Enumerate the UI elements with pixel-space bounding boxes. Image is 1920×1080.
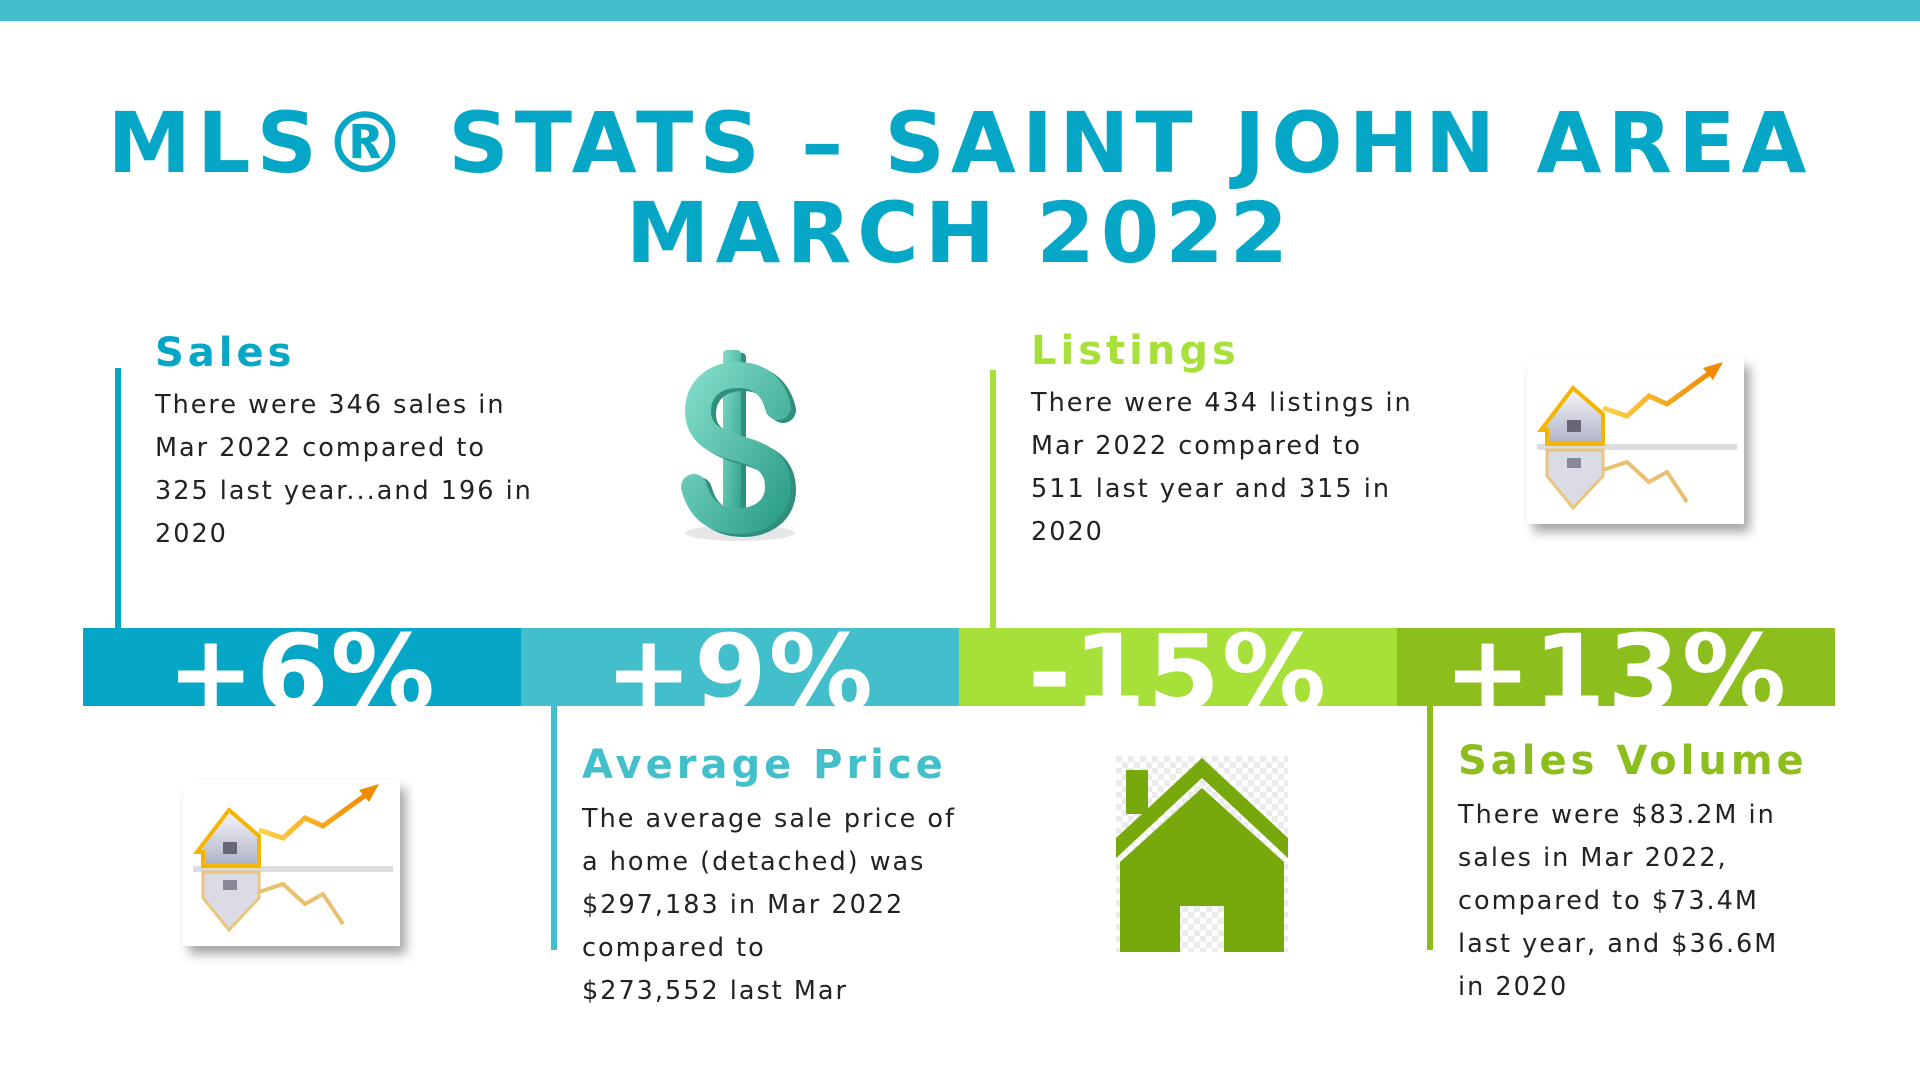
sales-line: 2020: [155, 519, 228, 549]
listings-line: 2020: [1031, 517, 1104, 547]
sales-heading: Sales: [155, 330, 296, 376]
listings-line: Mar 2022 compared to: [1031, 431, 1362, 461]
listings-line: 511 last year and 315 in: [1031, 474, 1391, 504]
sales-volume-change-value: +13%: [1443, 628, 1789, 706]
dollar-icon: [681, 350, 797, 541]
sales-line: 325 last year...and 196 in: [155, 476, 533, 506]
sales-volume-line: last year, and $36.6M: [1458, 929, 1779, 959]
listings-divider: [990, 370, 996, 628]
page-title: MLS® STATS – SAINT JOHN AREA MARCH 2022: [0, 98, 1920, 278]
average-price-line: compared to: [582, 933, 766, 963]
average-price-line: The average sale price of: [582, 804, 956, 834]
average-price-heading: Average Price: [582, 742, 947, 788]
listings-change-banner: -15%: [959, 628, 1397, 706]
average-price-divider: [551, 706, 557, 950]
sales-volume-description: There were $83.2M in sales in Mar 2022, …: [1458, 794, 1778, 1009]
sales-line: Mar 2022 compared to: [155, 433, 486, 463]
listings-change-value: -15%: [1027, 628, 1329, 706]
average-price-change-value: +9%: [605, 628, 875, 706]
sales-line: There were 346 sales in: [155, 390, 506, 420]
sales-volume-line: in 2020: [1458, 972, 1569, 1002]
average-price-change-banner: +9%: [521, 628, 959, 706]
listings-description: There were 434 listings in Mar 2022 comp…: [1031, 382, 1413, 554]
average-price-line: $273,552 last Mar: [582, 976, 848, 1006]
sales-volume-heading: Sales Volume: [1458, 738, 1808, 784]
average-price-line: $297,183 in Mar 2022: [582, 890, 905, 920]
sales-description: There were 346 sales in Mar 2022 compare…: [155, 384, 533, 556]
sales-change-value: +6%: [167, 628, 437, 706]
average-price-line: a home (detached) was: [582, 847, 926, 877]
average-price-description: The average sale price of a home (detach…: [582, 798, 956, 1013]
house-icon: [1116, 756, 1288, 952]
sales-volume-line: There were $83.2M in: [1458, 800, 1776, 830]
house-market-chart-card: [183, 780, 400, 946]
top-accent-bar: [0, 0, 1920, 21]
sales-divider: [115, 368, 121, 630]
sales-change-banner: +6%: [83, 628, 521, 706]
listings-heading: Listings: [1031, 328, 1240, 374]
listings-line: There were 434 listings in: [1031, 388, 1413, 418]
house-market-chart-icon: [192, 784, 393, 933]
sales-volume-divider: [1427, 706, 1433, 950]
title-line-1: MLS® STATS – SAINT JOHN AREA: [107, 94, 1813, 192]
sales-volume-change-banner: +13%: [1397, 628, 1835, 706]
sales-volume-line: sales in Mar 2022,: [1458, 843, 1728, 873]
house-market-chart-icon: [1536, 362, 1737, 511]
title-line-2: MARCH 2022: [625, 184, 1295, 282]
house-market-chart-card: [1527, 358, 1744, 524]
sales-volume-line: compared to $73.4M: [1458, 886, 1759, 916]
